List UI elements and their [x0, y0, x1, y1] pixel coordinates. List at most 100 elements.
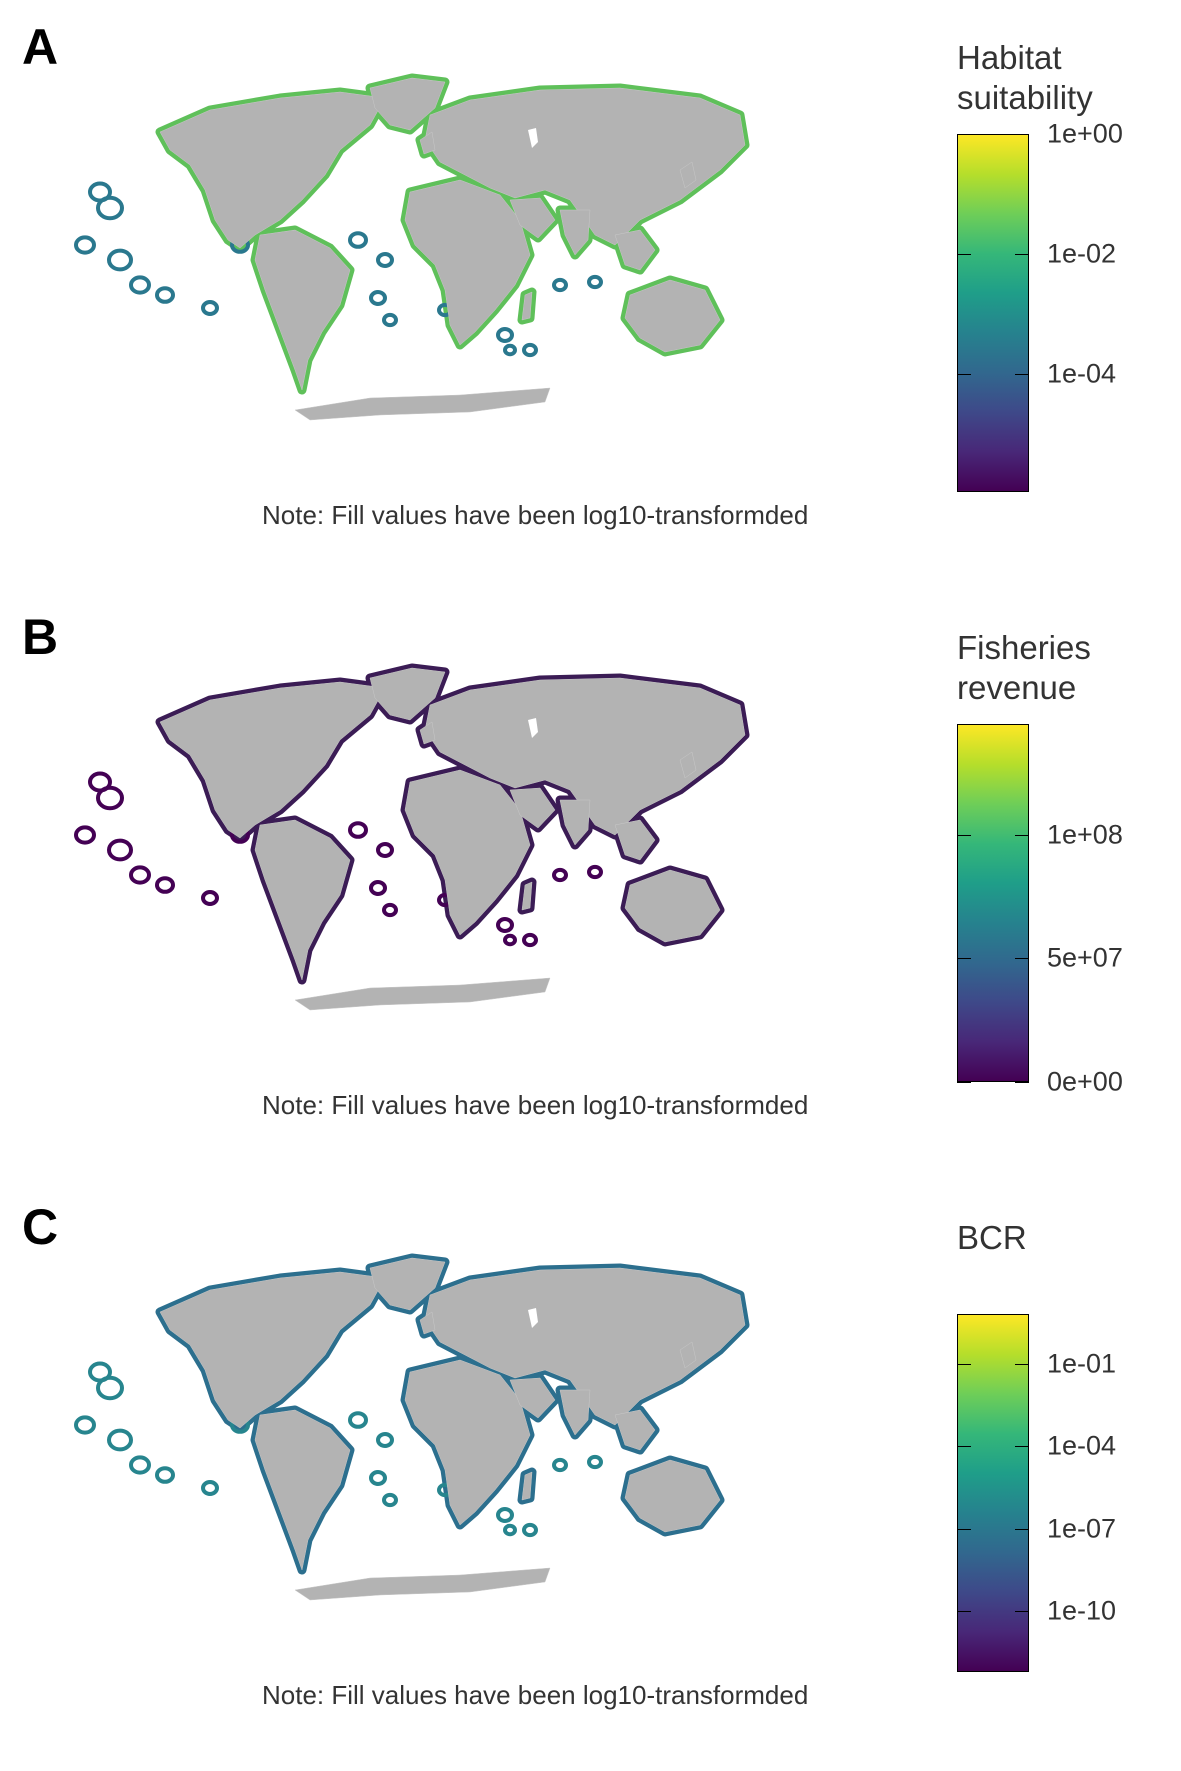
island-eez-2: [74, 235, 96, 255]
land-africa: [404, 1359, 531, 1526]
island-eez-1: [96, 1375, 124, 1401]
land-northAmerica: [159, 681, 386, 839]
map-layer: [74, 1253, 750, 1601]
land-southAmerica: [254, 819, 351, 981]
land-australia: [624, 869, 721, 943]
colorbar-ticks: 1e-01 1e-04 1e-07 1e-10: [957, 1314, 1157, 1672]
island-eez-10: [376, 842, 394, 858]
land-northAmerica: [159, 1271, 386, 1429]
land-japan: [679, 1341, 697, 1369]
panel-letter: C: [22, 1199, 59, 1255]
panel-letter: B: [22, 609, 59, 665]
tick-mark-left: [957, 958, 971, 960]
note-text: Note: Fill values have been log10-transf…: [262, 1680, 809, 1710]
island-eez-4: [129, 275, 151, 295]
land-northAmerica: [159, 91, 386, 249]
colorbar-ticks: 1e+00 1e-02 1e-04: [957, 119, 1157, 492]
land-india: [559, 209, 591, 256]
tick-mark-left: [957, 834, 971, 836]
land-australia: [624, 279, 721, 353]
land-uk: [419, 131, 436, 155]
tick-mark-right: [1015, 1446, 1029, 1448]
tick-mark-left: [957, 1446, 971, 1448]
tick-mark-right: [1015, 1611, 1029, 1613]
colorbar: [957, 1314, 1029, 1672]
island-eez-9: [348, 1411, 368, 1429]
land-africa: [404, 769, 531, 936]
island-eez-2: [74, 1415, 96, 1435]
island-eez-17: [587, 1454, 603, 1470]
legend-title: Habitat suitability: [957, 38, 1093, 118]
island-eez-6: [201, 300, 219, 316]
tick-label: 1e-10: [1047, 1595, 1117, 1626]
tick-mark-right: [1015, 1364, 1029, 1366]
land-india: [559, 1389, 591, 1436]
tick-label: 1e+00: [1047, 118, 1123, 149]
legend-title-line2: revenue: [957, 669, 1077, 706]
tick-mark-right: [1015, 834, 1029, 836]
land-seAsia: [614, 1409, 656, 1451]
tick-mark-left: [957, 1528, 971, 1530]
note-text: Note: Fill values have been log10-transf…: [262, 1090, 809, 1120]
tick-mark-right: [1015, 1528, 1029, 1530]
island-eez-3: [107, 248, 133, 272]
legend-title: BCR: [957, 1218, 1027, 1258]
tick-label: 1e-04: [1047, 358, 1117, 389]
tick-label: 1e-07: [1047, 1513, 1117, 1544]
tick-mark-right: [1015, 1082, 1029, 1083]
map-layer: [74, 663, 750, 1011]
land-japan: [679, 751, 697, 779]
tick-label: 1e-04: [1047, 1430, 1117, 1461]
island-eez-5: [155, 286, 175, 304]
island-eez-2: [74, 825, 96, 845]
island-eez-4: [129, 1455, 151, 1475]
island-eez-11: [369, 880, 387, 896]
land-greenland: [369, 667, 446, 721]
tick-mark-right: [1015, 958, 1029, 960]
land-madagascar: [521, 881, 533, 911]
island-eez-17: [587, 274, 603, 290]
island-eez-14: [496, 327, 514, 343]
map-layer: [74, 73, 750, 421]
island-eez-10: [376, 1432, 394, 1448]
island-eez-12: [382, 312, 398, 328]
land-arabia: [509, 1377, 556, 1419]
land-arabia: [509, 197, 556, 239]
tick-label: 5e+07: [1047, 942, 1123, 973]
island-eez-16: [552, 867, 568, 883]
island-eez-9: [348, 231, 368, 249]
island-eez-1: [96, 785, 124, 811]
panel-a: A Note: Fill values have been log10-tran…: [0, 0, 1181, 590]
island-eez-15: [522, 342, 538, 358]
tick-label: 1e+08: [1047, 819, 1123, 850]
world-map: [74, 663, 750, 1011]
tick-mark-left: [957, 134, 971, 135]
island-eez-11: [369, 290, 387, 306]
legend-title-line1: BCR: [957, 1219, 1027, 1256]
legend-title-line1: Habitat: [957, 39, 1062, 76]
land-japan: [679, 161, 697, 189]
island-eez-19: [503, 1523, 517, 1537]
land-seAsia: [614, 819, 656, 861]
island-eez-9: [348, 821, 368, 839]
tick-mark-left: [957, 1082, 971, 1083]
panel-c: C Note: Fill values have been log10-tran…: [0, 1180, 1181, 1770]
island-eez-16: [552, 1457, 568, 1473]
land-arabia: [509, 787, 556, 829]
world-map: [74, 1253, 750, 1601]
tick-label: 1e-01: [1047, 1348, 1117, 1379]
tick-label: 1e-02: [1047, 238, 1117, 269]
island-eez-12: [382, 902, 398, 918]
tick-mark-left: [957, 253, 971, 255]
caspian-sea: [528, 128, 538, 148]
caspian-sea: [528, 1308, 538, 1328]
land-australia: [624, 1459, 721, 1533]
note-text: Note: Fill values have been log10-transf…: [262, 500, 809, 530]
island-eez-4: [129, 865, 151, 885]
land-antarctica: [294, 1567, 551, 1601]
island-eez-15: [522, 932, 538, 948]
island-eez-1: [96, 195, 124, 221]
land-greenland: [369, 77, 446, 131]
land-antarctica: [294, 387, 551, 421]
island-eez-3: [107, 1428, 133, 1452]
